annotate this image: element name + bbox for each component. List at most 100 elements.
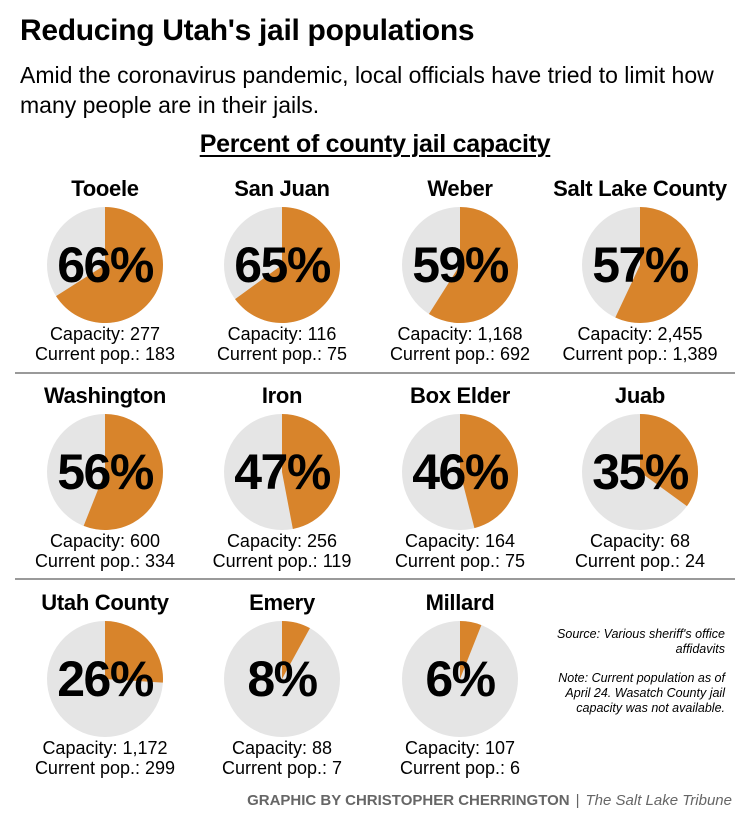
- pie-svg: [402, 207, 518, 323]
- county-stats: Capacity: 1,168 Current pop.: 692: [370, 324, 550, 364]
- pie-svg: [402, 414, 518, 530]
- county-chart: Utah County 26% Capacity: 1,172 Current pop…: [15, 590, 195, 778]
- current-population-label: Current pop.:: [34, 551, 140, 571]
- capacity-label: Capacity:: [49, 324, 125, 344]
- current-population-label: Current pop.:: [216, 344, 322, 364]
- page-subtitle: Amid the coronavirus pandemic, local off…: [20, 62, 714, 118]
- pie-slice-filled: [105, 621, 163, 683]
- county-stats: Capacity: 88 Current pop.: 7: [192, 738, 372, 778]
- percent-label: 47%: [234, 444, 331, 500]
- current-population-line: Current pop.: 1,389: [550, 344, 730, 364]
- capacity-value: 164: [485, 531, 516, 551]
- capacity-label: Capacity:: [227, 324, 303, 344]
- county-chart: Washington 56% Capacity: 600 Current pop.: …: [15, 383, 195, 571]
- capacity-value: 2,455: [657, 324, 703, 344]
- pie-svg: [47, 414, 163, 530]
- availability-note: Note: Current population as of April 24.…: [558, 671, 725, 715]
- capacity-value: 88: [312, 738, 333, 758]
- county-name: San Juan: [234, 176, 330, 201]
- current-population-label: Current pop.:: [394, 551, 500, 571]
- current-population-line: Current pop.: 75: [192, 344, 372, 364]
- current-population-line: Current pop.: 24: [550, 551, 730, 571]
- capacity-line: Capacity: 256: [192, 531, 372, 551]
- county-chart: Weber 59% Capacity: 1,168 Current pop.: 692: [370, 176, 550, 364]
- county-name: Utah County: [41, 590, 169, 615]
- current-population-line: Current pop.: 299: [15, 758, 195, 778]
- pie-slice-filled: [460, 414, 518, 529]
- current-population-value: 75: [505, 551, 526, 571]
- pie-slice-filled: [235, 207, 340, 323]
- capacity-line: Capacity: 88: [192, 738, 372, 758]
- capacity-value: 600: [130, 531, 161, 551]
- county-name: Iron: [261, 383, 303, 408]
- percent-label: 35%: [592, 444, 689, 500]
- county-stats: Capacity: 107 Current pop.: 6: [370, 738, 550, 778]
- pie-chart: 59%: [402, 207, 518, 323]
- pie-svg: [47, 207, 163, 323]
- current-population-value: 183: [145, 344, 176, 364]
- county-chart: Box Elder 46% Capacity: 164 Current pop.: 7…: [370, 383, 550, 571]
- capacity-line: Capacity: 2,455: [550, 324, 730, 344]
- pie-chart: 35%: [582, 414, 698, 530]
- county-chart: Tooele 66% Capacity: 277 Current pop.: 183: [15, 176, 195, 364]
- capacity-label: Capacity:: [404, 531, 480, 551]
- county-name: Juab: [614, 383, 666, 408]
- percent-label: 46%: [412, 444, 509, 500]
- county-name: Tooele: [71, 176, 139, 201]
- pie-chart: 6%: [402, 621, 518, 737]
- county-name: Emery: [249, 590, 315, 615]
- current-population-value: 334: [145, 551, 176, 571]
- capacity-line: Capacity: 107: [370, 738, 550, 758]
- percent-label: 8%: [247, 651, 318, 707]
- current-population-label: Current pop.:: [212, 551, 318, 571]
- current-population-label: Current pop.:: [34, 758, 140, 778]
- current-population-label: Current pop.:: [562, 344, 668, 364]
- capacity-value: 1,168: [477, 324, 523, 344]
- pie-slice-filled: [460, 621, 482, 679]
- capacity-label: Capacity:: [49, 531, 125, 551]
- county-chart: Juab 35% Capacity: 68 Current pop.: 24: [550, 383, 730, 571]
- row-divider: [15, 372, 735, 374]
- pie-chart: 26%: [47, 621, 163, 737]
- capacity-label: Capacity:: [231, 738, 307, 758]
- county-name: Salt Lake County: [553, 176, 727, 201]
- credit-line: GRAPHIC BY CHRISTOPHER CHERRINGTON | The S…: [247, 792, 732, 809]
- capacity-value: 277: [130, 324, 161, 344]
- percent-label: 57%: [592, 237, 689, 293]
- county-chart: Salt Lake County 57% Capacity: 2,455 Curren…: [550, 176, 730, 364]
- percent-label: 6%: [425, 651, 496, 707]
- county-name: Weber: [427, 176, 493, 201]
- pie-slice-filled: [56, 207, 163, 323]
- current-population-label: Current pop.:: [389, 344, 495, 364]
- pie-svg: [582, 207, 698, 323]
- capacity-label: Capacity:: [397, 324, 473, 344]
- current-population-value: 1,389: [672, 344, 718, 364]
- current-population-value: 692: [500, 344, 531, 364]
- pie-svg: [224, 207, 340, 323]
- county-chart: Emery 8% Capacity: 88 Current pop.: 7: [192, 590, 372, 778]
- page-title: Reducing Utah's jail populations: [20, 14, 475, 47]
- pie-svg: [224, 414, 340, 530]
- county-chart: San Juan 65% Capacity: 116 Current pop.: 75: [192, 176, 372, 364]
- county-stats: Capacity: 68 Current pop.: 24: [550, 531, 730, 571]
- county-name: Millard: [425, 590, 495, 615]
- county-stats: Capacity: 1,172 Current pop.: 299: [15, 738, 195, 778]
- current-population-line: Current pop.: 6: [370, 758, 550, 778]
- pie-chart: 47%: [224, 414, 340, 530]
- pie-svg: [582, 414, 698, 530]
- capacity-label: Capacity:: [589, 531, 665, 551]
- capacity-label: Capacity:: [404, 738, 480, 758]
- current-population-value: 75: [327, 344, 348, 364]
- pie-chart: 46%: [402, 414, 518, 530]
- current-population-line: Current pop.: 119: [192, 551, 372, 571]
- county-name: Washington: [43, 383, 167, 408]
- current-population-label: Current pop.:: [221, 758, 328, 778]
- capacity-label: Capacity:: [577, 324, 653, 344]
- county-stats: Capacity: 600 Current pop.: 334: [15, 531, 195, 571]
- current-population-value: 119: [322, 551, 352, 571]
- current-population-label: Current pop.:: [399, 758, 506, 778]
- current-population-label: Current pop.:: [34, 344, 140, 364]
- section-heading: Percent of county jail capacity: [0, 130, 750, 159]
- credit-separator: |: [575, 792, 580, 809]
